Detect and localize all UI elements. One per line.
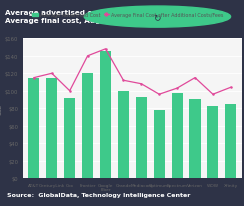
Bar [82,74,93,178]
Bar [225,104,236,178]
Bar [64,98,75,178]
Bar [172,94,183,178]
Bar [136,97,147,178]
Bar [154,110,165,178]
Bar [46,78,57,178]
Bar [118,91,129,178]
Text: ↻: ↻ [154,13,161,22]
Bar [100,52,111,178]
Text: Source:  GlobalData, Technology Intelligence Center: Source: GlobalData, Technology Intellige… [7,192,191,197]
Bar [207,107,218,178]
Bar [190,100,201,178]
Y-axis label: USD: USD [0,103,2,114]
Bar [28,78,40,178]
Text: GlobalData.: GlobalData. [176,12,232,21]
Legend: Average Advertised Cost, Average Final Cost after Additional Costs/Fees: Average Advertised Cost, Average Final C… [30,11,226,20]
Text: Average advertised cost vs.
Average final cost, August 2019: Average advertised cost vs. Average fina… [5,10,136,24]
Circle shape [84,7,231,28]
